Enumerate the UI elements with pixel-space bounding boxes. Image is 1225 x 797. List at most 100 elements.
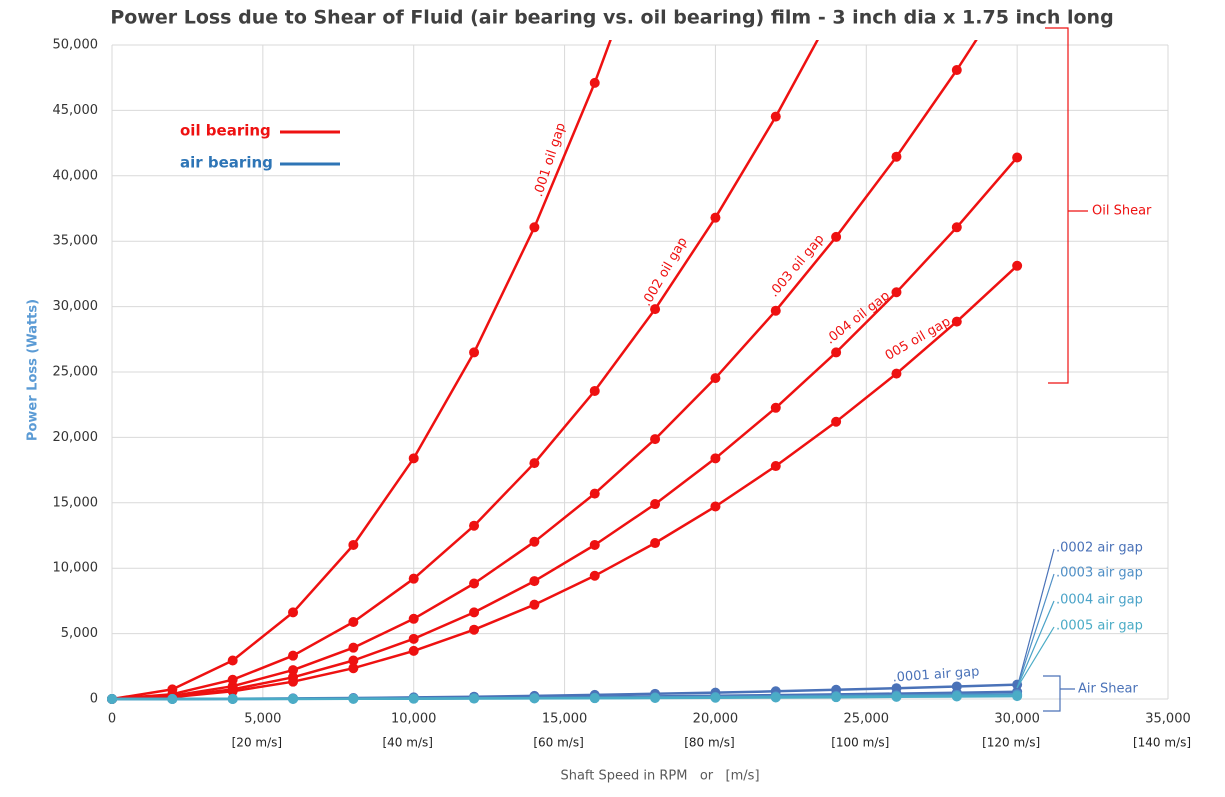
data-point bbox=[710, 692, 721, 703]
series-line bbox=[111, 40, 978, 701]
data-point bbox=[589, 77, 600, 88]
data-point bbox=[831, 231, 842, 242]
data-point bbox=[408, 693, 419, 704]
data-point bbox=[710, 453, 721, 464]
data-point bbox=[288, 607, 299, 618]
data-point bbox=[469, 347, 480, 358]
data-point bbox=[831, 416, 842, 427]
y-tick-label: 35,000 bbox=[53, 234, 99, 249]
data-point bbox=[770, 461, 781, 472]
series-line bbox=[111, 40, 819, 701]
data-point bbox=[891, 151, 902, 162]
data-point bbox=[770, 692, 781, 703]
data-point bbox=[770, 111, 781, 122]
y-axis-label: Power Loss (Watts) bbox=[26, 299, 41, 441]
x-tick-label: 0 bbox=[108, 712, 116, 727]
data-point bbox=[348, 693, 359, 704]
x-tick-label: 10,000 bbox=[391, 712, 437, 727]
data-point bbox=[650, 538, 661, 549]
data-point bbox=[227, 686, 238, 697]
data-point bbox=[348, 655, 359, 666]
data-point bbox=[288, 693, 299, 704]
data-point bbox=[650, 692, 661, 703]
x-tick-sublabel: [40 m/s] bbox=[382, 736, 432, 750]
data-point bbox=[951, 65, 962, 76]
series-label: .0003 air gap bbox=[1056, 566, 1143, 581]
data-point bbox=[107, 694, 117, 704]
data-point bbox=[348, 539, 359, 550]
x-tick-sublabel: [140 m/s] bbox=[1133, 736, 1191, 750]
leader-line bbox=[1016, 626, 1055, 689]
data-point bbox=[529, 693, 540, 704]
x-tick-sublabel: [120 m/s] bbox=[982, 736, 1040, 750]
series-line bbox=[112, 694, 1018, 701]
data-point bbox=[529, 576, 540, 587]
data-point bbox=[348, 663, 359, 674]
data-point bbox=[831, 692, 842, 703]
y-tick-label: 5,000 bbox=[61, 626, 98, 641]
data-point bbox=[1012, 691, 1023, 702]
data-point bbox=[951, 691, 962, 702]
data-point bbox=[589, 539, 600, 550]
data-point bbox=[348, 616, 359, 627]
y-tick-label: 45,000 bbox=[53, 103, 99, 118]
data-point bbox=[589, 488, 600, 499]
data-point bbox=[227, 693, 238, 704]
y-tick-label: 40,000 bbox=[53, 168, 99, 183]
x-tick-label: 25,000 bbox=[844, 712, 890, 727]
data-point bbox=[348, 642, 359, 653]
data-point bbox=[529, 536, 540, 547]
x-tick-sublabel: [20 m/s] bbox=[232, 736, 282, 750]
x-tick-label: 35,000 bbox=[1145, 712, 1191, 727]
series-label: .0005 air gap bbox=[1056, 619, 1143, 634]
data-point bbox=[891, 287, 902, 298]
data-point bbox=[650, 434, 661, 445]
data-point bbox=[710, 373, 721, 384]
series-label: .0002 air gap bbox=[1056, 541, 1143, 556]
y-tick-label: 20,000 bbox=[53, 430, 99, 445]
y-tick-label: 10,000 bbox=[53, 561, 99, 576]
series-label: .002 oil gap bbox=[639, 235, 690, 309]
data-point bbox=[891, 691, 902, 702]
data-point bbox=[951, 316, 962, 327]
x-tick-sublabel: [80 m/s] bbox=[684, 736, 734, 750]
data-point bbox=[408, 645, 419, 656]
data-point bbox=[770, 305, 781, 316]
series-line bbox=[111, 40, 612, 701]
data-point bbox=[710, 212, 721, 223]
data-point bbox=[288, 665, 299, 676]
data-point bbox=[529, 599, 540, 610]
series-label: .003 oil gap bbox=[767, 232, 828, 301]
data-point bbox=[167, 693, 178, 704]
data-point bbox=[589, 385, 600, 396]
data-point bbox=[1012, 260, 1023, 271]
leader-line bbox=[1016, 600, 1055, 689]
x-tick-sublabel: [100 m/s] bbox=[831, 736, 889, 750]
data-point bbox=[529, 222, 540, 233]
data-point bbox=[469, 624, 480, 635]
data-point bbox=[650, 499, 661, 510]
legend-label: oil bearing bbox=[180, 122, 271, 140]
y-tick-label: 0 bbox=[90, 692, 98, 707]
data-point bbox=[710, 501, 721, 512]
data-point bbox=[529, 458, 540, 469]
data-point bbox=[1012, 152, 1023, 163]
data-point bbox=[469, 578, 480, 589]
x-tick-label: 15,000 bbox=[542, 712, 588, 727]
bracket bbox=[1043, 675, 1075, 712]
leader-line bbox=[1016, 573, 1055, 689]
data-point bbox=[408, 453, 419, 464]
y-tick-label: 25,000 bbox=[53, 365, 99, 380]
data-point bbox=[469, 520, 480, 531]
x-tick-sublabel: [60 m/s] bbox=[533, 736, 583, 750]
bracket-label: Oil Shear bbox=[1092, 204, 1152, 219]
data-point bbox=[288, 650, 299, 661]
bracket-label: Air Shear bbox=[1078, 682, 1138, 697]
series-line bbox=[111, 264, 1018, 701]
x-tick-label: 5,000 bbox=[244, 712, 281, 727]
x-tick-label: 30,000 bbox=[994, 712, 1040, 727]
data-point bbox=[408, 633, 419, 644]
data-point bbox=[589, 693, 600, 704]
data-point bbox=[288, 676, 299, 687]
